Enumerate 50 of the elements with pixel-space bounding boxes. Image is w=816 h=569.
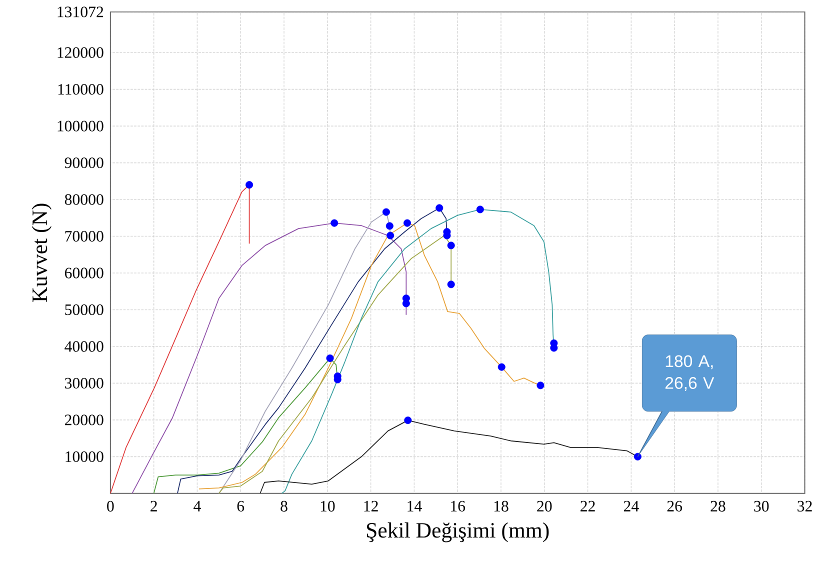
point — [447, 242, 455, 250]
x-tick-label: 14 — [408, 500, 422, 512]
point — [498, 363, 506, 371]
point — [330, 219, 338, 227]
x-tick-label: 18 — [494, 500, 508, 512]
y-tick-label: 30000 — [65, 378, 104, 389]
x-tick-label: 24 — [624, 500, 639, 512]
y-tick-label: 131072 — [58, 6, 104, 18]
point — [382, 208, 390, 216]
x-tick-label: 2 — [150, 500, 157, 512]
point — [386, 222, 394, 230]
y-tick-label: 120000 — [58, 47, 104, 58]
y-tick-label: 110000 — [58, 84, 104, 95]
x-tick-label: 20 — [537, 500, 552, 512]
point — [447, 280, 455, 288]
point — [634, 452, 642, 460]
point — [404, 416, 412, 424]
x-tick-label: 32 — [798, 500, 812, 512]
point — [536, 382, 544, 390]
point — [476, 206, 484, 214]
x-tick-label: 8 — [280, 500, 288, 512]
y-axis-title: Kuvvet (N) — [32, 204, 52, 302]
y-tick-label: 20000 — [64, 414, 104, 426]
y-tick-label: 60000 — [64, 268, 104, 278]
y-tick-label: 40000 — [64, 341, 104, 352]
point — [326, 354, 334, 362]
x-tick-label: 26 — [667, 500, 682, 512]
point — [403, 219, 412, 227]
x-tick-label: 0 — [107, 500, 114, 512]
point — [436, 204, 444, 212]
annotation: 180 A, 26,6 V — [665, 355, 714, 391]
x-tick-label: 30 — [754, 500, 769, 512]
x-axis-title: Şekil Değişimi (mm) — [367, 522, 549, 542]
x-tick-label: 22 — [580, 500, 595, 512]
point — [386, 232, 394, 240]
x-tick-label: 10 — [320, 500, 335, 512]
y-tick-label: 50000 — [65, 304, 104, 316]
point — [246, 181, 254, 189]
point — [550, 344, 558, 352]
point — [402, 300, 410, 308]
x-tick-label: 6 — [237, 500, 244, 512]
x-tick-label: 28 — [710, 500, 726, 512]
y-tick-label: 70000 — [65, 230, 104, 242]
x-tick-label: 4 — [194, 500, 201, 512]
y-tick-label: 90000 — [64, 157, 104, 168]
y-tick-label: 100000 — [58, 120, 104, 132]
y-tick-label: 80000 — [64, 194, 104, 205]
x-tick-label: 16 — [451, 500, 466, 512]
x-tick-label: 12 — [364, 500, 378, 512]
y-tick-label: 10000 — [66, 451, 104, 462]
